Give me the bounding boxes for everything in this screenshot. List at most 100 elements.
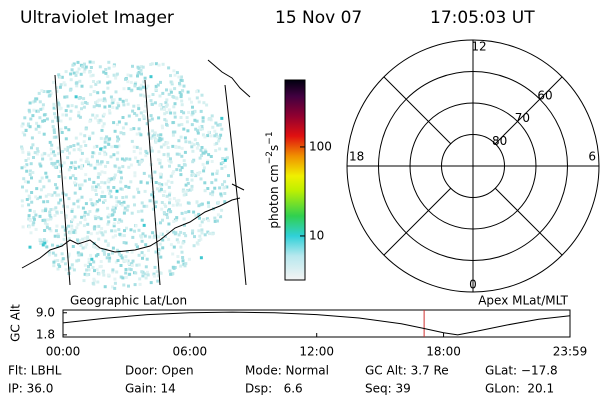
pixel: [122, 241, 126, 245]
pixel: [74, 81, 78, 85]
pixel: [30, 136, 34, 140]
pixel: [190, 145, 194, 149]
status-field: Dsp: 6.6: [245, 382, 303, 396]
pixel: [31, 223, 35, 227]
pixel: [82, 70, 86, 74]
pixel: [93, 227, 96, 231]
pixel: [30, 200, 34, 204]
pixel: [120, 203, 124, 207]
pixel: [89, 93, 93, 97]
pixel: [122, 234, 126, 238]
pixel: [52, 207, 56, 211]
pixel: [225, 156, 229, 160]
pixel: [108, 111, 112, 115]
pixel: [71, 174, 75, 178]
pixel: [90, 202, 94, 206]
pixel: [81, 246, 85, 250]
pixel: [113, 129, 117, 133]
polar-ring: [378, 71, 568, 261]
pixel: [103, 150, 107, 154]
pixel: [125, 226, 128, 230]
pixel: [79, 148, 83, 152]
pixel: [93, 166, 97, 170]
pixel: [96, 119, 100, 122]
pixel: [90, 155, 94, 159]
pixel: [69, 145, 73, 149]
pixel: [25, 169, 29, 173]
pixel: [37, 131, 41, 134]
pixel: [154, 200, 158, 204]
pixel: [27, 152, 31, 156]
pixel: [161, 126, 164, 130]
pixel: [48, 90, 52, 94]
pixel: [86, 230, 90, 234]
pixel: [138, 282, 142, 286]
pixel: [32, 217, 36, 221]
pixel: [195, 90, 199, 94]
pixel: [125, 250, 129, 254]
pixel: [78, 187, 82, 191]
pixel: [53, 214, 57, 217]
pixel: [99, 260, 103, 263]
pixel: [203, 135, 207, 139]
pixel: [72, 144, 76, 147]
pixel: [78, 79, 82, 83]
pixel: [59, 170, 63, 173]
pixel: [160, 201, 164, 204]
pixel: [82, 140, 86, 144]
pixel: [103, 105, 107, 109]
pixel: [59, 127, 63, 131]
pixel: [64, 137, 68, 141]
pixel: [179, 116, 183, 119]
pixel: [79, 72, 83, 76]
pixel: [96, 280, 100, 284]
pixel: [79, 166, 83, 170]
pixel: [100, 227, 104, 230]
pixel: [92, 145, 96, 149]
pixel: [179, 264, 183, 268]
pixel: [171, 133, 175, 137]
pixel: [72, 230, 76, 234]
pixel: [131, 109, 135, 113]
pixel: [203, 148, 207, 152]
pixel: [202, 101, 206, 105]
pixel: [154, 205, 157, 209]
pixel: [186, 129, 190, 133]
pixel: [20, 145, 24, 149]
pixel: [156, 187, 159, 191]
pixel: [145, 122, 149, 126]
pixel: [185, 177, 189, 181]
pixel: [49, 229, 53, 233]
pixel: [220, 116, 224, 120]
pixel: [202, 166, 206, 170]
pixel: [165, 194, 169, 198]
pixel: [208, 117, 212, 121]
pixel: [133, 112, 137, 115]
pixel: [25, 163, 29, 167]
pixel: [157, 189, 161, 193]
pixel: [40, 176, 44, 180]
pixel: [70, 263, 74, 267]
pixel: [151, 134, 155, 138]
pixel: [219, 215, 223, 219]
pixel: [169, 111, 173, 115]
pixel: [28, 125, 32, 129]
pixel: [35, 109, 39, 113]
pixel: [84, 202, 88, 206]
pixel: [64, 262, 67, 266]
pixel: [53, 161, 57, 165]
pixel: [210, 181, 214, 185]
pixel: [88, 119, 92, 123]
pixel: [148, 174, 151, 178]
pixel: [149, 114, 153, 118]
pixel: [43, 119, 46, 123]
pixel: [181, 256, 185, 259]
pixel: [137, 263, 141, 267]
pixel: [73, 191, 77, 195]
pixel: [80, 195, 84, 199]
pixel: [140, 218, 144, 222]
pixel: [202, 218, 206, 221]
pixel: [142, 115, 146, 119]
alt-frame: [62, 309, 571, 338]
pixel: [102, 250, 106, 254]
